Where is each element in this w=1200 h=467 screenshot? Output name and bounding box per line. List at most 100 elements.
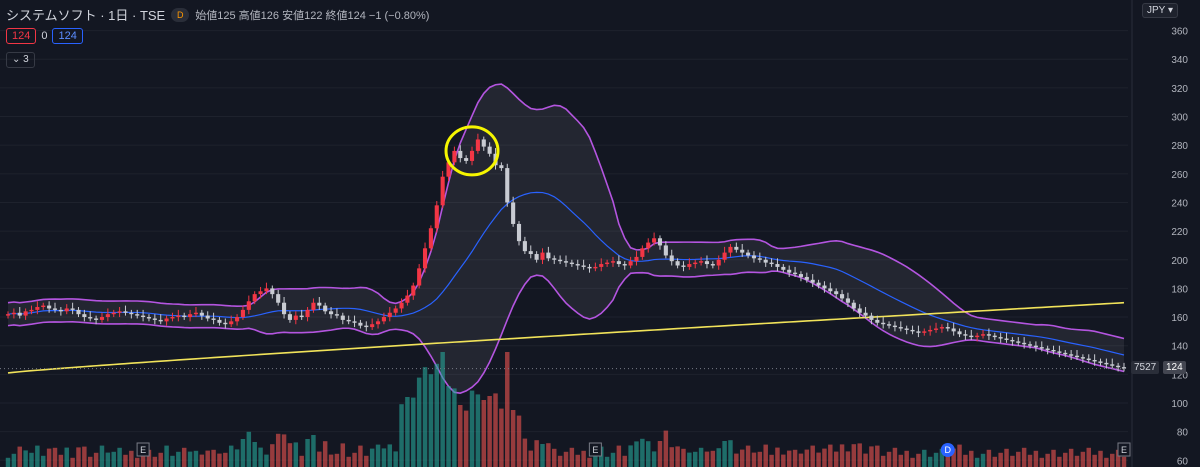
candle-body — [511, 202, 516, 224]
volume-bar — [669, 447, 674, 467]
volume-bar — [411, 397, 416, 467]
candle-body — [898, 327, 903, 329]
volume-bar — [246, 431, 252, 467]
volume-bar — [1121, 456, 1127, 467]
candle-body — [1080, 357, 1085, 359]
candle-body — [657, 238, 663, 246]
candle-body — [986, 334, 991, 336]
candle-body — [393, 308, 398, 313]
volume-bar — [176, 451, 181, 467]
volume-bar — [922, 449, 927, 467]
candle-body — [305, 309, 310, 318]
volume-bar — [275, 433, 281, 467]
candle-body — [276, 294, 281, 303]
y-tick-label: 60 — [1177, 456, 1189, 467]
volume-bar — [105, 452, 111, 467]
event-marker[interactable]: D — [940, 443, 955, 457]
indicators-toggle[interactable]: ⌄ 3 — [6, 52, 35, 68]
candle-body — [1092, 360, 1097, 362]
volume-bar — [1080, 451, 1086, 467]
candle-body — [886, 324, 892, 326]
volume-bar — [769, 454, 774, 467]
candle-body — [452, 150, 457, 163]
volume-bar — [217, 453, 222, 467]
y-tick-label: 300 — [1171, 113, 1188, 124]
volume-bar — [986, 449, 992, 467]
volume-bar — [957, 444, 962, 467]
candle-body — [616, 261, 621, 265]
chart-legend: システムソフト · 1日 · TSE D 始値125 高値126 安値122 終… — [6, 5, 429, 24]
candle-body — [141, 315, 146, 318]
sell-button[interactable]: 124 — [6, 28, 37, 44]
market-status-badge[interactable]: D — [171, 7, 190, 22]
volume-bar — [299, 455, 304, 467]
candle-body — [640, 248, 645, 257]
volume-bar — [516, 415, 522, 467]
candle-body — [851, 302, 856, 309]
bollinger-upper-band — [7, 83, 1125, 340]
candle-body — [411, 285, 416, 296]
candle-body — [1027, 344, 1033, 346]
candle-body — [94, 318, 99, 320]
volume-bar — [634, 441, 639, 467]
volume-bar — [258, 447, 263, 467]
volume-bar — [640, 438, 645, 467]
candle-body — [17, 312, 22, 316]
volume-bar — [70, 457, 75, 467]
volume-bar — [76, 447, 81, 467]
candle-body — [405, 295, 410, 303]
volume-bar — [140, 453, 146, 467]
volume-bar — [604, 456, 610, 467]
volume-bar — [546, 443, 551, 467]
volume-bar — [463, 410, 469, 467]
volume-bar — [505, 352, 510, 467]
volume-bar — [23, 450, 28, 467]
volume-bar — [1068, 448, 1074, 467]
volume-bar — [293, 442, 299, 467]
volume-bar — [223, 452, 228, 467]
currency-selector[interactable]: JPY ▾ — [1142, 3, 1178, 18]
volume-bar — [187, 451, 193, 467]
volume-bar — [998, 452, 1003, 467]
event-marker-label: E — [592, 445, 598, 455]
volume-bar — [1033, 450, 1039, 467]
candle-body — [223, 322, 228, 325]
volume-bar — [422, 367, 428, 467]
candle-body — [992, 335, 997, 338]
volume-bar — [687, 452, 692, 467]
volume-bar — [845, 451, 851, 467]
candle-body — [440, 176, 445, 206]
candle-body — [387, 312, 392, 318]
candle-body — [969, 335, 974, 338]
volume-bar — [651, 451, 657, 467]
candle-body — [182, 315, 187, 318]
buy-button[interactable]: 124 — [52, 28, 83, 44]
chevron-down-icon: ⌄ — [12, 54, 21, 65]
event-marker[interactable]: E — [1117, 442, 1131, 457]
event-marker[interactable]: E — [588, 442, 602, 457]
candle-body — [487, 146, 492, 154]
event-marker-label: D — [945, 445, 952, 455]
volume-bar — [252, 442, 257, 467]
candle-body — [340, 315, 345, 320]
candle-body — [663, 245, 668, 256]
candle-body — [840, 294, 845, 299]
event-marker[interactable]: E — [136, 442, 150, 457]
candle-body — [975, 335, 980, 338]
y-tick-label: 340 — [1171, 55, 1188, 66]
candle-body — [434, 205, 439, 229]
volume-bar — [886, 451, 892, 467]
candle-body — [793, 272, 798, 275]
candle-body — [581, 265, 586, 267]
volume-bar — [152, 456, 158, 467]
candle-body — [352, 321, 357, 323]
volume-bar — [193, 450, 199, 467]
y-tick-label: 140 — [1171, 342, 1188, 353]
indicators-count: 3 — [23, 54, 29, 65]
volume-bar — [287, 443, 293, 467]
volume-bar — [93, 452, 99, 467]
change-value: −1 (−0.80%) — [368, 9, 430, 22]
volume-bar — [599, 446, 604, 467]
symbol-title[interactable]: システムソフト · 1日 · TSE — [6, 8, 166, 23]
